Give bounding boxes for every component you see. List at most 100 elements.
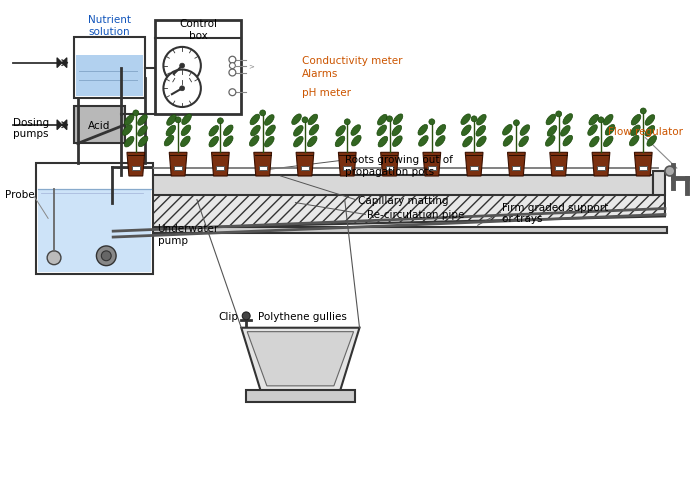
Ellipse shape [547,126,556,137]
Circle shape [386,117,393,122]
Polygon shape [550,153,568,177]
Bar [470,167,478,171]
Ellipse shape [477,115,486,126]
Bar [639,167,648,171]
Ellipse shape [545,136,555,147]
Ellipse shape [645,126,654,137]
Ellipse shape [351,136,361,147]
Ellipse shape [645,115,654,126]
Circle shape [302,118,308,123]
Text: Flow regulator: Flow regulator [608,126,682,136]
Ellipse shape [461,126,471,136]
Ellipse shape [265,137,274,148]
Polygon shape [634,153,652,177]
Circle shape [229,90,236,96]
Text: Underwater
pump: Underwater pump [158,224,219,245]
Circle shape [471,117,477,122]
Text: Conductivity meter: Conductivity meter [302,56,402,65]
Ellipse shape [563,114,573,125]
Ellipse shape [138,115,147,126]
Polygon shape [241,328,360,392]
Bar [118,176,653,195]
Text: Alarms: Alarms [302,68,339,78]
Ellipse shape [265,115,274,126]
Ellipse shape [125,137,134,148]
Ellipse shape [603,115,613,126]
Polygon shape [169,153,187,177]
Circle shape [260,111,265,117]
Ellipse shape [223,136,233,147]
Text: Nutrient
solution: Nutrient solution [88,15,131,37]
Polygon shape [57,121,67,130]
Bar [76,56,143,97]
Ellipse shape [476,126,486,137]
Text: Acid: Acid [88,121,111,131]
Circle shape [429,120,435,125]
Ellipse shape [603,137,613,148]
Ellipse shape [419,136,428,147]
Ellipse shape [392,126,402,136]
Circle shape [230,63,235,69]
Circle shape [229,57,236,64]
Ellipse shape [631,115,640,126]
Ellipse shape [139,137,148,148]
Polygon shape [423,153,441,177]
Circle shape [163,48,201,85]
Circle shape [133,111,139,117]
Ellipse shape [377,126,386,136]
Bar [36,164,153,274]
Ellipse shape [167,115,176,126]
Circle shape [665,167,675,177]
Ellipse shape [122,125,132,136]
Ellipse shape [249,136,259,147]
Ellipse shape [463,137,473,148]
Ellipse shape [631,126,640,136]
Ellipse shape [647,136,657,147]
Polygon shape [466,153,483,177]
Ellipse shape [125,115,134,126]
Circle shape [640,109,646,115]
Polygon shape [254,153,272,177]
Bar [555,167,563,171]
Circle shape [229,70,236,77]
Ellipse shape [307,137,317,148]
Bar [74,38,145,99]
Ellipse shape [589,137,599,148]
Ellipse shape [293,126,303,137]
Polygon shape [127,153,145,177]
Text: Polythene gullies: Polythene gullies [258,311,347,321]
Bar [343,167,351,171]
Circle shape [344,120,350,125]
Circle shape [556,112,561,118]
Ellipse shape [336,126,345,137]
Ellipse shape [503,125,512,136]
Ellipse shape [335,137,345,148]
Ellipse shape [629,136,639,147]
Ellipse shape [435,136,445,147]
Polygon shape [296,153,314,177]
Ellipse shape [166,126,176,136]
Ellipse shape [561,126,570,137]
Polygon shape [381,153,398,177]
Text: Capillary matting: Capillary matting [358,195,448,205]
Bar [301,167,309,171]
Bar [653,172,665,195]
Bar [386,167,393,171]
Ellipse shape [477,137,486,148]
Circle shape [175,118,181,123]
Circle shape [514,121,519,126]
Ellipse shape [393,136,402,147]
Ellipse shape [503,136,512,147]
Bar [118,228,667,234]
Circle shape [180,64,185,69]
Ellipse shape [209,137,218,148]
Ellipse shape [563,136,573,147]
Ellipse shape [520,125,530,136]
Circle shape [598,118,604,123]
Ellipse shape [209,126,218,137]
Text: >: > [248,63,254,70]
Bar [174,167,182,171]
Ellipse shape [436,125,446,136]
Bar [132,167,140,171]
Bar [38,189,150,272]
